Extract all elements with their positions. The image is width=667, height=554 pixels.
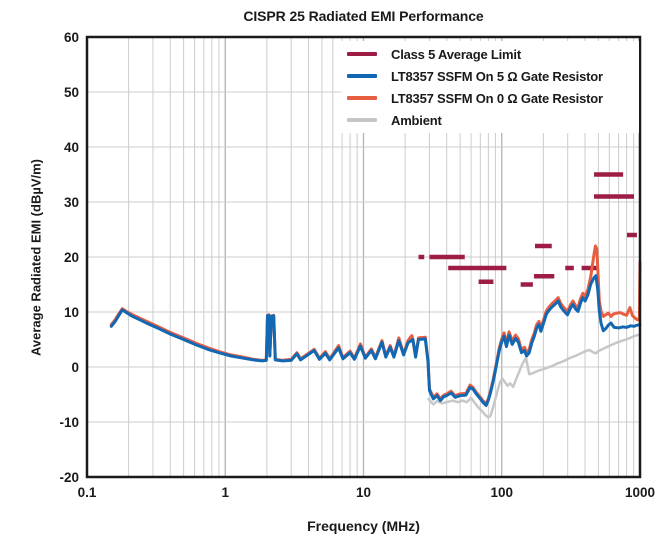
legend-label: Ambient bbox=[391, 112, 442, 128]
legend-swatch-0ohm bbox=[347, 96, 377, 100]
legend-swatch-limit bbox=[347, 52, 377, 56]
y-tick-label: 60 bbox=[64, 30, 79, 45]
x-tick-label: 0.1 bbox=[78, 485, 97, 500]
plot-border bbox=[85, 35, 642, 479]
y-tick-label: 10 bbox=[64, 305, 79, 320]
x-axis-label: Frequency (MHz) bbox=[307, 518, 420, 534]
y-axis-label: Average Radiated EMI (dBµV/m) bbox=[28, 159, 44, 356]
legend-swatch-ambient bbox=[347, 118, 377, 122]
y-tick-label: 30 bbox=[64, 195, 79, 210]
plot-frame bbox=[85, 35, 642, 479]
x-tick-label: 100 bbox=[490, 485, 513, 500]
series-ssfm-0ohm bbox=[109, 244, 642, 406]
y-tick-label: -10 bbox=[59, 415, 79, 430]
class5-limit-segments bbox=[418, 172, 637, 287]
x-tick-label: 1 bbox=[221, 485, 229, 500]
x-tick-label: 1000 bbox=[625, 485, 655, 500]
legend-item-ssfm-5ohm: LT8357 SSFM On 5 Ω Gate Resistor bbox=[347, 65, 639, 87]
legend-item-ambient: Ambient bbox=[347, 109, 639, 131]
legend-label: LT8357 SSFM On 0 Ω Gate Resistor bbox=[391, 90, 603, 106]
legend: Class 5 Average Limit LT8357 SSFM On 5 Ω… bbox=[341, 41, 639, 133]
legend-label: Class 5 Average Limit bbox=[391, 46, 521, 62]
y-tick-label: 40 bbox=[64, 140, 79, 155]
series-ssfm-5ohm bbox=[109, 274, 642, 407]
chart-title: CISPR 25 Radiated EMI Performance bbox=[243, 8, 484, 24]
y-tick-label: 50 bbox=[64, 85, 79, 100]
legend-label: LT8357 SSFM On 5 Ω Gate Resistor bbox=[391, 68, 603, 84]
legend-item-class5-limit: Class 5 Average Limit bbox=[347, 43, 639, 65]
x-tick-label: 10 bbox=[356, 485, 371, 500]
legend-item-ssfm-0ohm: LT8357 SSFM On 0 Ω Gate Resistor bbox=[347, 87, 639, 109]
y-tick-label: 20 bbox=[64, 250, 79, 265]
y-tick-label: 0 bbox=[71, 360, 79, 375]
series-lines bbox=[109, 244, 642, 419]
y-tick-label: -20 bbox=[59, 470, 79, 485]
legend-swatch-5ohm bbox=[347, 74, 377, 78]
series-ambient bbox=[427, 333, 642, 419]
